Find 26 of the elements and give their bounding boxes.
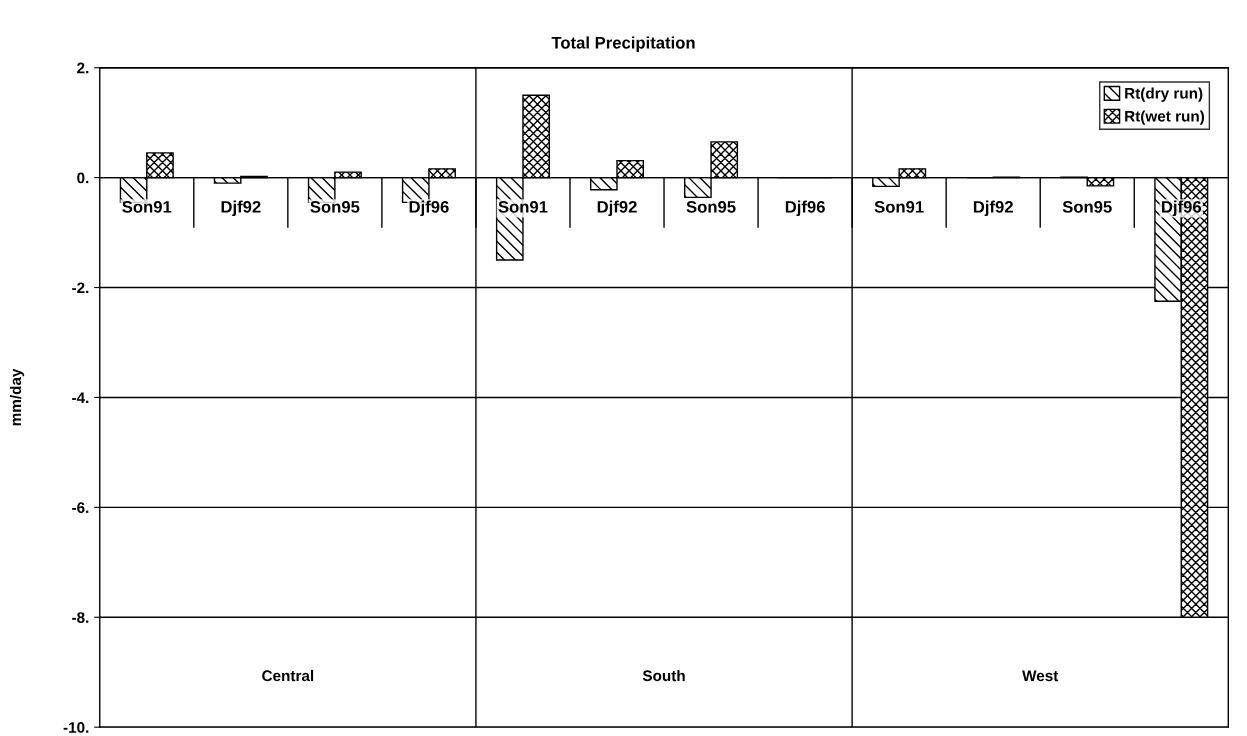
chart-title: Total Precipitation [551, 36, 695, 52]
x-tick-label: Son95 [686, 200, 736, 213]
y-tick-label: -10. [63, 722, 89, 733]
x-tick-label: Son91 [122, 200, 172, 213]
x-tick-label: Son95 [1062, 200, 1112, 213]
x-tick-label: Djf96 [1162, 200, 1202, 217]
x-tick-label: Djf96 [785, 200, 825, 217]
y-tick-label: -2. [72, 282, 89, 294]
y-axis-title: mm/day [9, 368, 25, 426]
y-tick-label: -8. [72, 612, 89, 623]
annotation: West [1022, 670, 1059, 682]
x-tick-label: Djf92 [597, 200, 637, 217]
annotation: South [642, 669, 685, 682]
y-tick-label: 0. [77, 172, 89, 184]
legend-label: Rt(dry run) [1125, 87, 1203, 102]
x-tick-label: Son95 [310, 200, 360, 213]
x-tick-label: Djf96 [409, 200, 449, 217]
x-tick-label: Son91 [874, 200, 924, 213]
y-tick-label: 2. [77, 62, 89, 74]
annotation: Central [262, 669, 314, 682]
legend-label: Rt(wet run) [1125, 110, 1205, 125]
x-tick-label: Son91 [498, 200, 548, 213]
y-tick-label: -6. [72, 502, 89, 514]
y-tick-label: -4. [72, 392, 89, 403]
x-tick-label: Djf92 [221, 200, 261, 217]
x-tick-label: Djf92 [973, 200, 1013, 217]
